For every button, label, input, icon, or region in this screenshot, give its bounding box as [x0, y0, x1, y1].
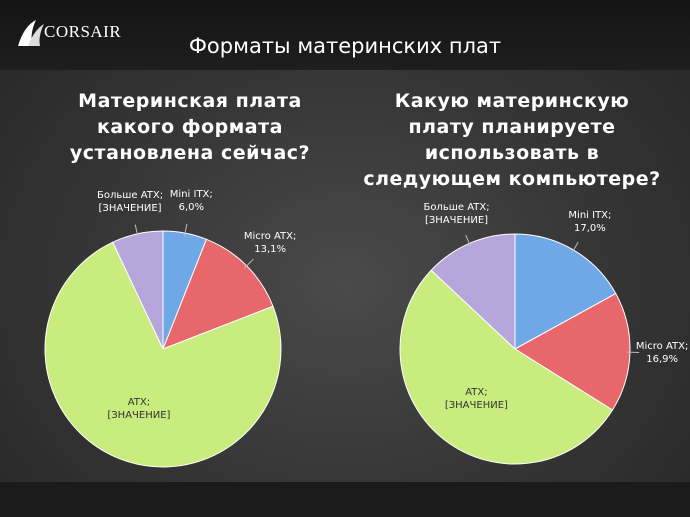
slice-label: Micro ATX; 13,1%	[222, 230, 318, 256]
slice-label-value: [ЗНАЧЕНИЕ]	[424, 214, 489, 226]
slice-label-name: Больше ATX;	[96, 189, 164, 201]
chart-title: Какую материнскую плату планируете испол…	[363, 90, 661, 190]
slice-label-name: Mini ITX;	[169, 188, 213, 200]
slice-label-name: ATX;	[127, 397, 151, 409]
slice-label: Mini ITX; 6,0%	[143, 188, 239, 214]
slice-label-name: Micro ATX;	[243, 230, 297, 242]
slice-label: Больше ATX; [ЗНАЧЕНИЕ]	[409, 201, 505, 227]
logo: CORSAIR	[44, 22, 122, 41]
slice-label: Micro ATX; 16,9%	[614, 340, 690, 366]
chart-title: Материнская плата какого формата установ…	[69, 90, 311, 164]
top-bar	[0, 0, 690, 70]
pie-slice	[399, 269, 614, 465]
slice-label-name: Micro ATX;	[635, 341, 689, 353]
slide-title: Форматы материнских плат	[188, 34, 502, 58]
slice-label-name: ATX;	[465, 387, 488, 399]
slice-label-value: 6,0%	[178, 201, 204, 213]
leader-line	[134, 224, 139, 238]
slice-label-value: [ЗНАЧЕНИЕ]	[98, 202, 162, 214]
slice-label-value: [ЗНАЧЕНИЕ]	[107, 410, 171, 422]
slice-label-value: 16,9%	[646, 354, 679, 366]
leader-line	[183, 223, 188, 237]
leader-line	[243, 258, 254, 269]
slice-label-value: 17,0%	[574, 223, 606, 235]
slice-label-name: Mini ITX;	[568, 210, 612, 222]
slice-label-name: Больше ATX;	[423, 201, 490, 213]
leader-line	[571, 241, 579, 254]
logo-icon	[18, 20, 44, 46]
slice-label: Mini ITX; 17,0%	[542, 209, 638, 235]
slice-label: ATX; [ЗНАЧЕНИЕ]	[428, 386, 524, 412]
slice-label-value: 13,1%	[254, 243, 287, 255]
slice-label: Больше ATX; [ЗНАЧЕНИЕ]	[82, 189, 178, 215]
bottom-bar	[0, 482, 690, 517]
leader-line	[465, 234, 472, 247]
pie-slice	[44, 241, 282, 468]
slice-label: ATX; [ЗНАЧЕНИЕ]	[91, 396, 187, 422]
slice-label-value: [ЗНАЧЕНИЕ]	[444, 400, 508, 412]
